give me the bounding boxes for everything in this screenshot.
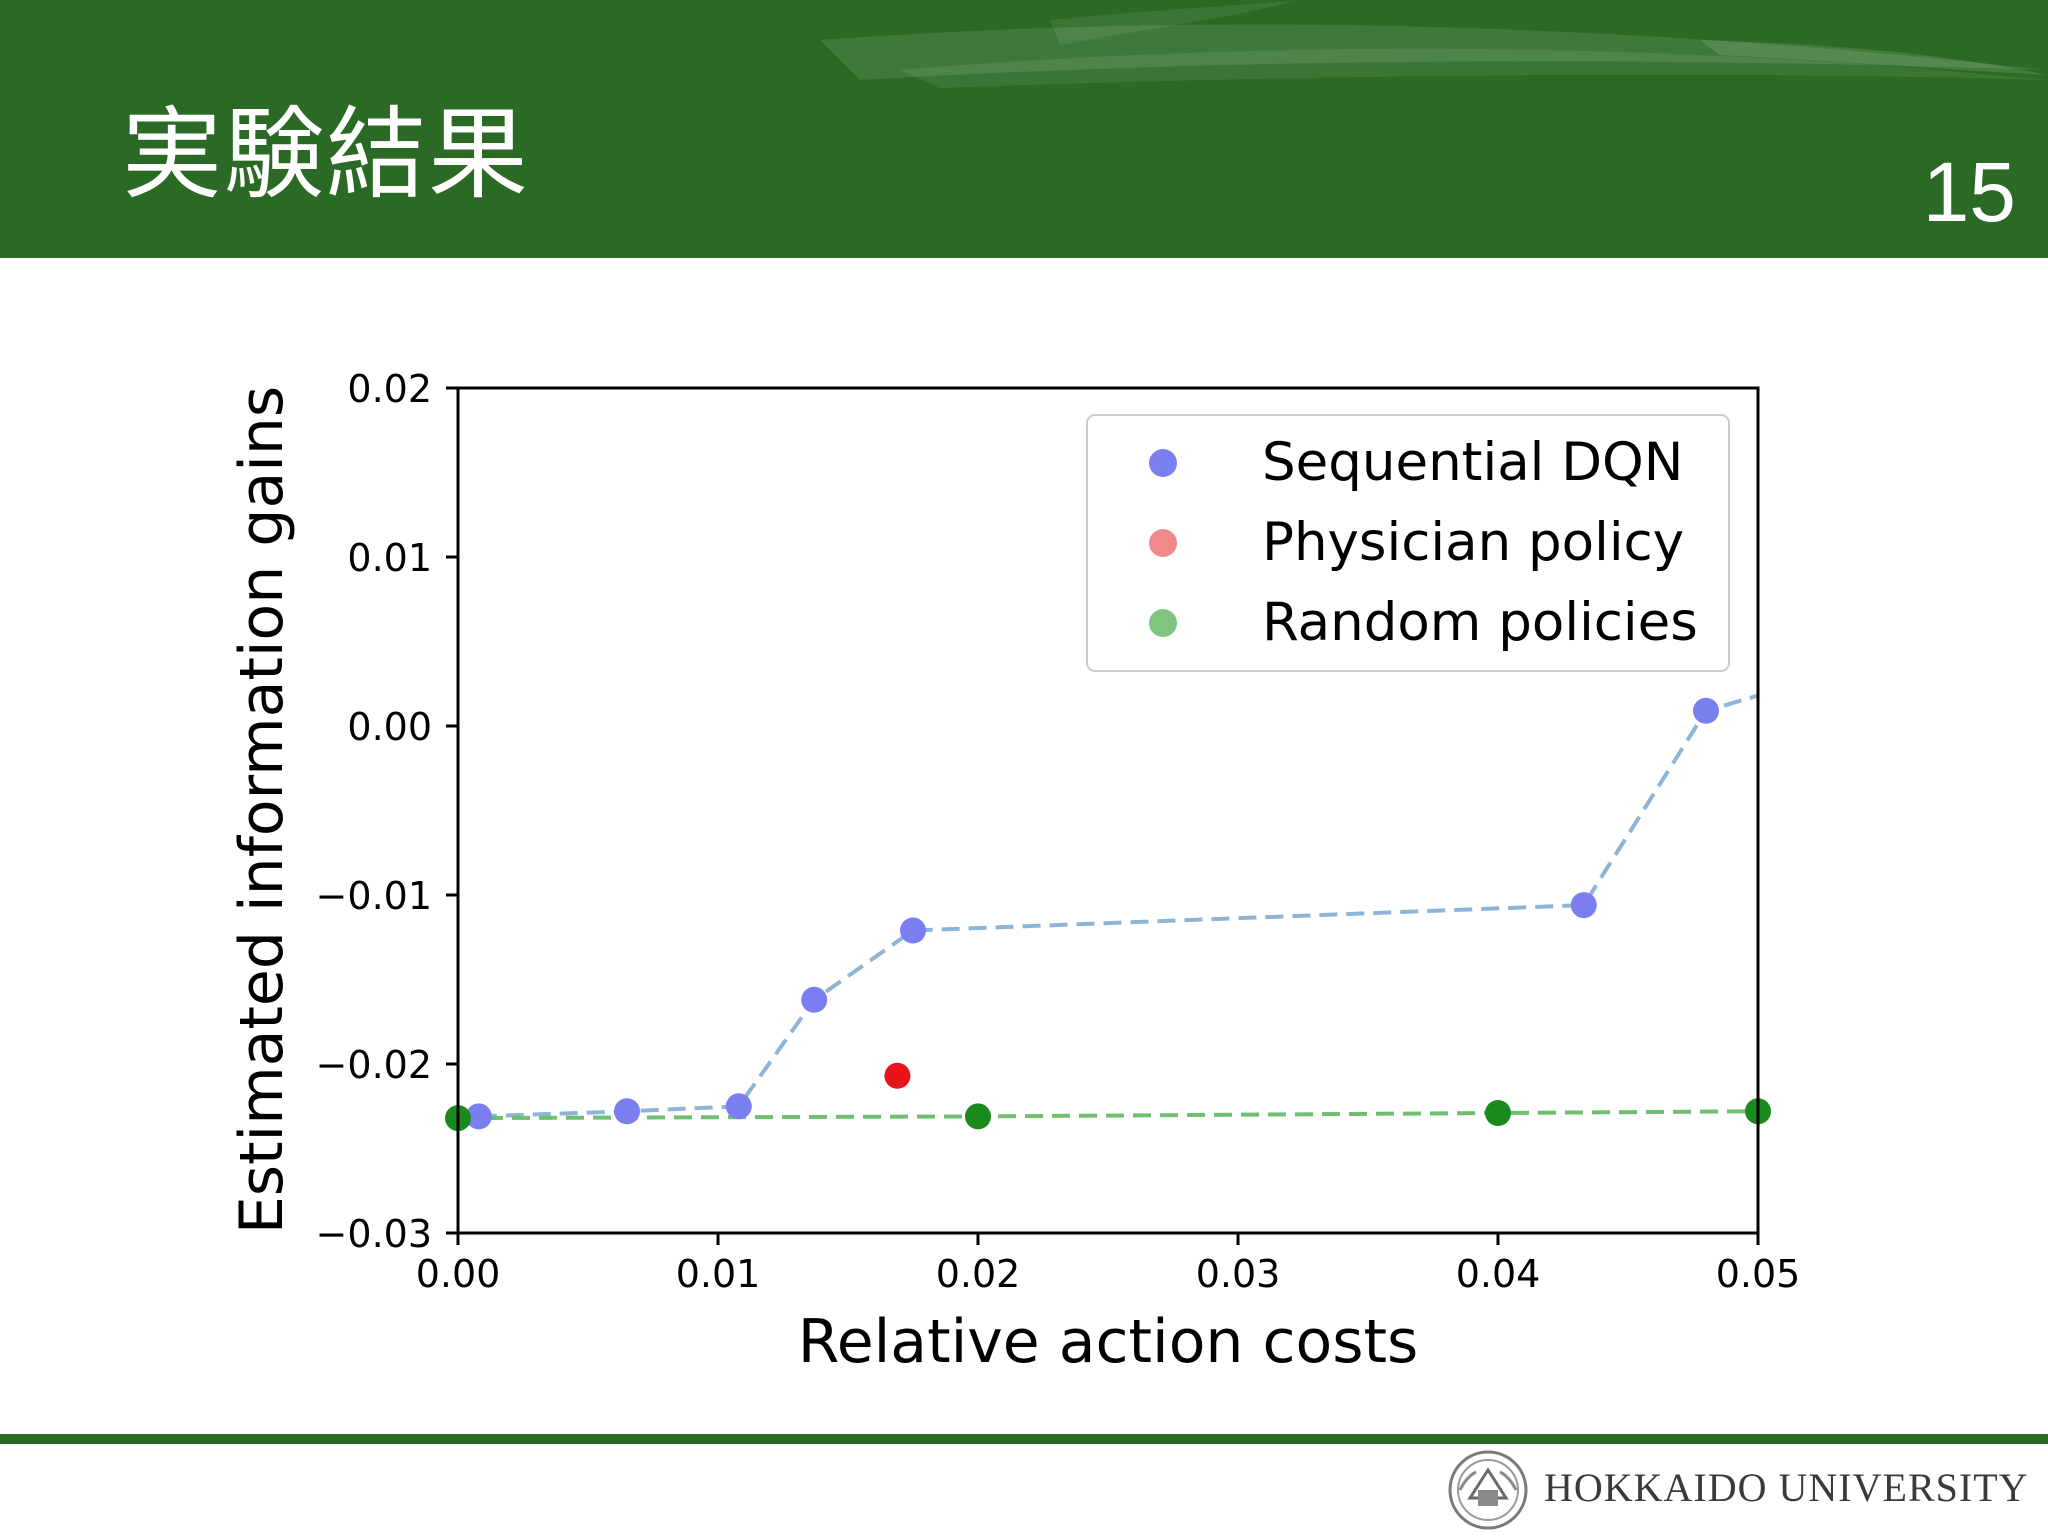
y-axis-ticks: 0.02 0.01 0.00 −0.01 −0.02 −0.03	[316, 367, 458, 1256]
legend: Sequential DQN Physician policy Random p…	[1086, 414, 1730, 672]
y-tick-label: −0.02	[316, 1043, 432, 1087]
slide-title: 実験結果	[122, 96, 530, 213]
y-tick-label: −0.01	[316, 874, 432, 918]
sequential-dqn-point	[1693, 697, 1719, 724]
x-tick-label: 0.03	[1196, 1252, 1281, 1296]
y-tick-label: −0.03	[316, 1212, 432, 1256]
random-policies-point	[1485, 1100, 1511, 1126]
random-policies-line	[457, 1109, 1759, 1121]
x-tick-label: 0.00	[416, 1252, 501, 1296]
chart-lines-layer	[457, 693, 1759, 1121]
y-tick-label: 0.01	[347, 536, 432, 580]
legend-marker-sequential-dqn	[1149, 449, 1177, 477]
legend-box	[1086, 414, 1730, 672]
x-tick-label: 0.04	[1456, 1252, 1541, 1296]
x-tick-label: 0.05	[1716, 1252, 1801, 1296]
sequential-dqn-point	[1570, 892, 1597, 919]
legend-marker-physician-policy	[1149, 529, 1177, 557]
sequential-dqn-point	[465, 1103, 492, 1130]
y-tick-label: 0.00	[347, 705, 432, 749]
plot-frame	[456, 386, 1760, 1235]
footer-divider	[0, 1434, 2048, 1444]
university-crest-icon	[1448, 1450, 1528, 1530]
legend-label-physician-policy: Physician policy	[1262, 512, 1684, 573]
sequential-dqn-point	[801, 986, 828, 1013]
x-axis-ticks: 0.00 0.01 0.02 0.03 0.04 0.05	[416, 1233, 1801, 1296]
chart-points-layer	[445, 697, 1771, 1132]
sequential-dqn-point	[725, 1093, 752, 1120]
sequential-dqn-point	[900, 917, 926, 944]
sequential-dqn-point	[614, 1098, 640, 1125]
x-axis-label: Relative action costs	[798, 1307, 1419, 1377]
slide-number: 15	[1922, 145, 2016, 239]
x-tick-label: 0.01	[676, 1252, 761, 1296]
physician-policy-point	[884, 1062, 911, 1089]
y-tick-label: 0.02	[347, 367, 432, 411]
header-bar: 実験結果 15	[0, 0, 2048, 258]
x-tick-label: 0.02	[936, 1252, 1021, 1296]
legend-label-sequential-dqn: Sequential DQN	[1262, 432, 1683, 493]
random-policies-point	[965, 1103, 991, 1130]
legend-label-random-policies: Random policies	[1262, 592, 1698, 653]
footer-university-name: HOKKAIDO UNIVERSITY	[1544, 1465, 2029, 1510]
legend-marker-random-policies	[1149, 609, 1177, 637]
header-grass-decoration	[820, 0, 2048, 88]
y-axis-label: Estimated information gains	[227, 386, 297, 1234]
sequential-dqn-line	[478, 693, 1759, 1119]
